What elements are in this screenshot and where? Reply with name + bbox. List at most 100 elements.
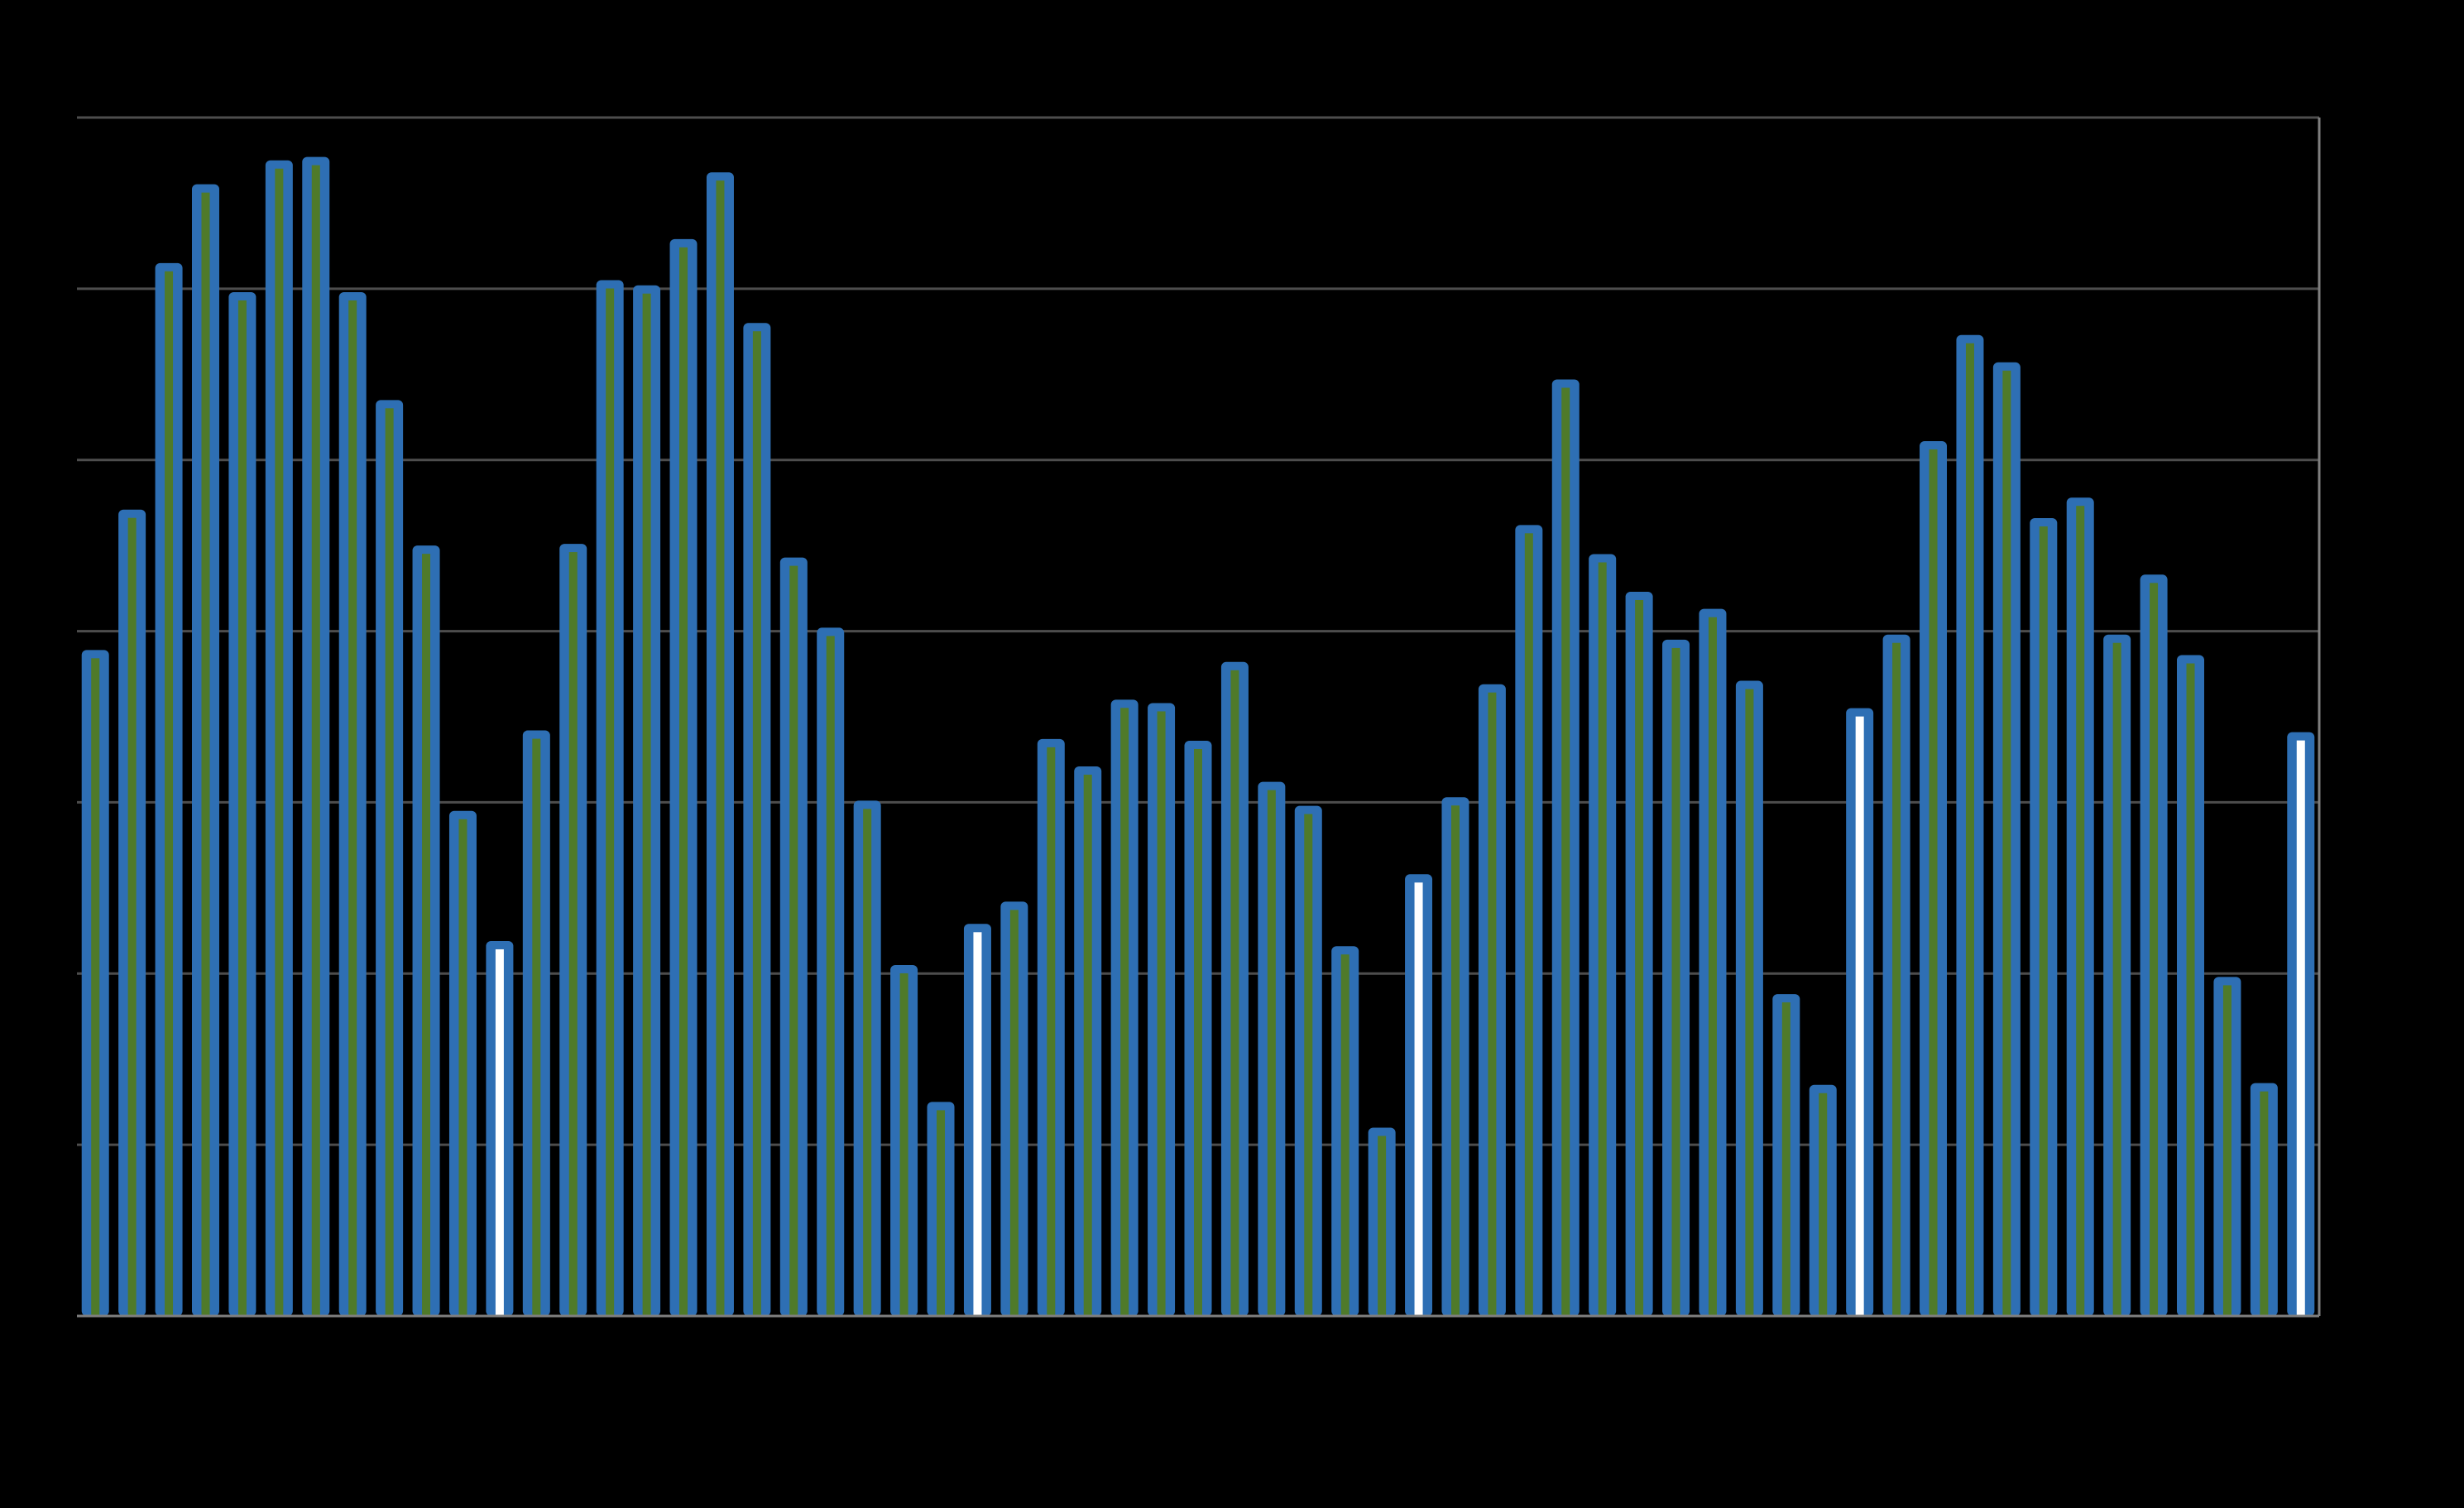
bar-48 (1809, 1084, 1837, 1316)
bar-54 (2030, 518, 2058, 1316)
bar-12 (486, 940, 514, 1316)
bar-38 (1441, 797, 1469, 1316)
bar-7 (302, 156, 330, 1316)
bar-45 (1699, 608, 1727, 1316)
bar-8 (338, 291, 367, 1317)
bar-fill (422, 554, 431, 1316)
bar-fill (1965, 343, 1974, 1317)
bar-30 (1148, 703, 1176, 1316)
bar-fill (568, 552, 578, 1316)
bar-4 (191, 184, 219, 1316)
bar-fill (275, 168, 284, 1317)
bar-56 (2103, 634, 2131, 1316)
bar-5 (228, 291, 256, 1317)
bar-26 (1000, 901, 1028, 1316)
bar-fill (2222, 985, 2232, 1316)
bar-fill (532, 738, 541, 1316)
bar-fill (1157, 711, 1166, 1316)
bar-fill (385, 408, 394, 1316)
bar-fill (1598, 562, 1607, 1316)
bar-47 (1772, 994, 1800, 1316)
bar-fill (2260, 1091, 2269, 1316)
bar-fill (458, 819, 467, 1316)
bar-52 (1956, 334, 1984, 1317)
bar-fill (937, 1110, 946, 1316)
bar-17 (669, 238, 697, 1317)
bar-fill (2112, 642, 2121, 1316)
bar-fill (2150, 583, 2159, 1316)
bar-37 (1405, 874, 1433, 1316)
bar-fill (348, 300, 357, 1317)
bar-fill (1009, 910, 1019, 1316)
bar-23 (890, 964, 918, 1316)
bar-46 (1735, 680, 1763, 1316)
bar-27 (1037, 738, 1065, 1316)
bar-fill (679, 247, 688, 1317)
bar-19 (743, 323, 771, 1317)
bar-33 (1258, 781, 1286, 1316)
bar-29 (1110, 699, 1139, 1316)
bar-fill (1450, 805, 1460, 1316)
bar-40 (1515, 525, 1543, 1316)
bar-fill (1781, 1002, 1790, 1316)
bar-31 (1184, 740, 1212, 1316)
bar-fill (899, 973, 908, 1316)
bar-fill (1488, 692, 1497, 1316)
bar-fill (1561, 387, 1570, 1316)
bar-fill (1524, 533, 1533, 1316)
bar-fill (1047, 747, 1056, 1316)
bar-fill (1708, 617, 1717, 1316)
bar-highlight-fill (1855, 716, 1864, 1316)
bar-44 (1662, 639, 1690, 1316)
bar-fill (2039, 526, 2048, 1316)
bar-fill (2076, 506, 2085, 1316)
bar-fill (1745, 689, 1754, 1316)
bar-32 (1220, 661, 1249, 1316)
bar-fill (91, 658, 100, 1316)
bar-57 (2140, 574, 2168, 1316)
bar-36 (1368, 1127, 1396, 1316)
bar-highlight-fill (1414, 882, 1423, 1316)
bar-fill (165, 271, 174, 1316)
bar-fill (1120, 708, 1129, 1316)
bar-35 (1331, 946, 1359, 1316)
bar-fill (1230, 670, 1239, 1316)
bar-fill (716, 180, 725, 1316)
bar-fill (1378, 1136, 1387, 1316)
bar-28 (1074, 766, 1102, 1316)
bar-18 (706, 172, 734, 1316)
bar-fill (752, 331, 761, 1317)
bar-58 (2177, 655, 2205, 1316)
bar-fill (237, 300, 247, 1317)
bar-fill (1892, 642, 1901, 1316)
bar-fill (1194, 748, 1202, 1316)
bar-3 (155, 262, 183, 1316)
bar-49 (1846, 708, 1874, 1316)
bars (81, 156, 2315, 1317)
bar-53 (1992, 362, 2021, 1317)
bar-21 (817, 627, 845, 1316)
bar-fill (311, 165, 320, 1316)
bar-20 (779, 557, 808, 1316)
bar-fill (1083, 774, 1092, 1316)
bar-fill (606, 288, 615, 1316)
bar-highlight-fill (973, 932, 982, 1316)
bar-fill (201, 192, 210, 1316)
bar-13 (522, 730, 550, 1316)
bar-fill (2186, 663, 2195, 1316)
bar-61 (2287, 732, 2315, 1316)
bar-43 (1625, 591, 1653, 1316)
bar-14 (559, 544, 587, 1316)
bar-fill (863, 809, 872, 1316)
bar-fill (1671, 647, 1680, 1316)
bar-10 (412, 545, 440, 1316)
bar-fill (127, 517, 137, 1316)
bar-fill (789, 565, 798, 1316)
bar-24 (927, 1102, 955, 1316)
bar-22 (853, 800, 881, 1316)
bar-59 (2213, 977, 2241, 1316)
bar-1 (81, 650, 109, 1316)
bar-55 (2066, 497, 2094, 1316)
